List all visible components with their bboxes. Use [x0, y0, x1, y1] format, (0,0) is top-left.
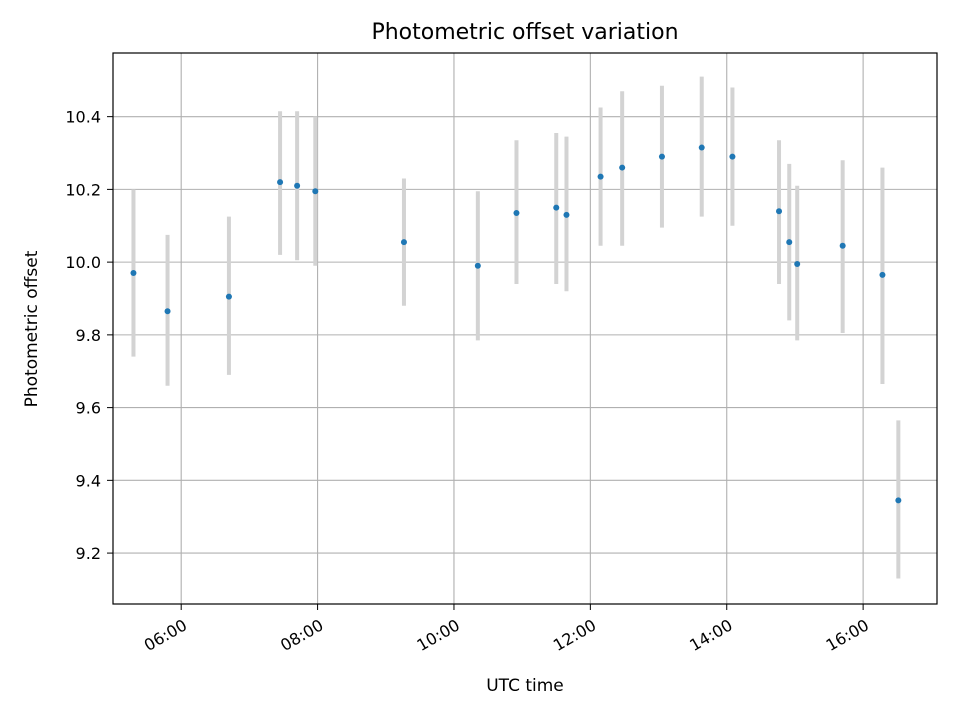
data-point: [776, 208, 783, 215]
data-point: [794, 260, 801, 267]
y-tick-label: 9.8: [76, 326, 101, 345]
data-point: [786, 239, 793, 246]
x-axis-label: UTC time: [486, 676, 564, 696]
data-point: [619, 164, 626, 171]
data-point: [895, 497, 902, 504]
data-point: [400, 239, 407, 246]
data-point: [312, 188, 319, 195]
data-point: [658, 153, 665, 160]
y-tick-label: 10.0: [65, 253, 101, 272]
x-tick-label: 10:00: [414, 615, 463, 655]
data-point: [277, 179, 284, 186]
y-tick-label: 9.4: [76, 471, 101, 490]
data-point: [839, 242, 846, 249]
data-point: [879, 271, 886, 278]
data-point: [130, 270, 137, 277]
data-point: [225, 293, 232, 300]
x-tick-label: 08:00: [277, 615, 326, 655]
data-point: [553, 204, 560, 211]
plot-frame: [112, 52, 938, 605]
x-tick-label: 16:00: [823, 615, 872, 655]
y-tick-label: 10.2: [65, 180, 101, 199]
data-point: [698, 144, 705, 151]
data-point: [729, 153, 736, 160]
data-point: [513, 210, 520, 217]
data-points: [130, 144, 902, 504]
data-point: [597, 173, 604, 180]
data-point: [474, 262, 481, 269]
data-point: [164, 308, 171, 315]
y-tick-label: 10.4: [65, 108, 101, 127]
x-tick-label: 14:00: [686, 615, 735, 655]
x-axis: 06:00 08:00 10:00 12:00 14:00 16:00: [141, 604, 872, 655]
y-axis-label: Photometric offset: [22, 250, 42, 407]
data-point: [294, 182, 301, 189]
error-bars: [131, 76, 901, 579]
x-tick-label: 12:00: [550, 615, 599, 655]
grid: [113, 53, 937, 604]
x-tick-label: 06:00: [141, 615, 190, 655]
data-point: [563, 211, 570, 218]
y-tick-label: 9.2: [76, 544, 101, 563]
chart-title: Photometric offset variation: [371, 20, 678, 45]
y-axis: 9.2 9.4 9.6 9.8 10.0 10.2 10.4: [65, 108, 113, 563]
y-tick-label: 9.6: [76, 399, 101, 418]
